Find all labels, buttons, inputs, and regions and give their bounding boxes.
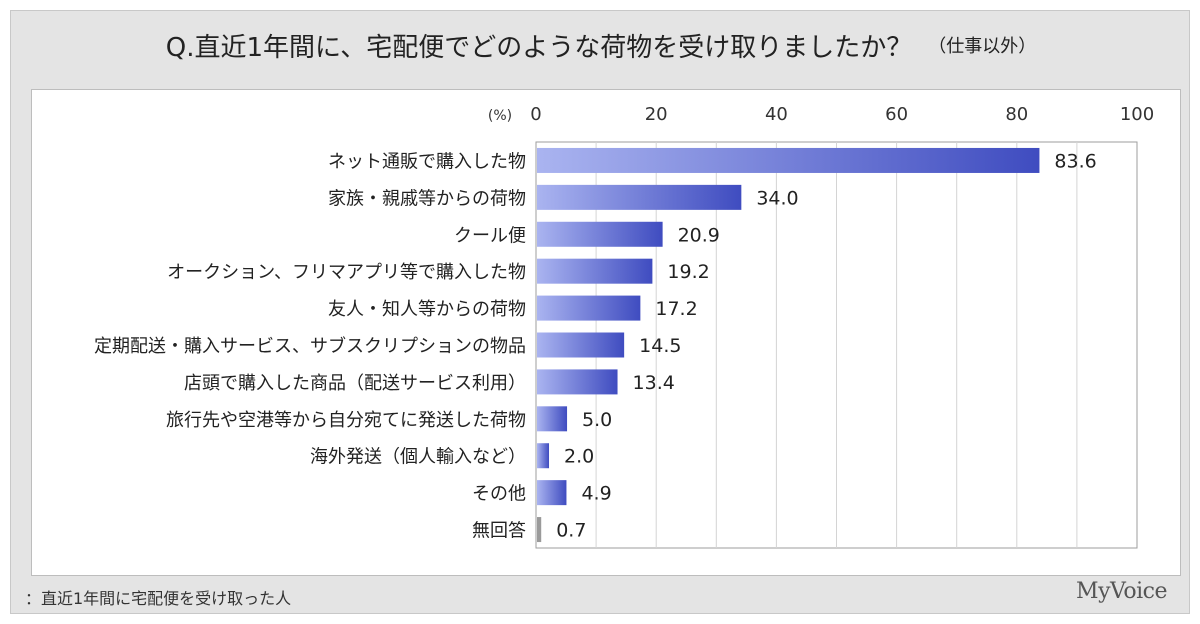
x-tick-label: 0 [530,104,541,125]
value-label: 20.9 [678,224,720,246]
brand-logo: MyVoice [1076,579,1167,604]
category-label: 無回答 [472,521,526,542]
category-label: クール便 [454,225,526,246]
bar [537,443,550,469]
footnote: ：直近1年間に宅配便を受け取った人 [25,589,292,608]
bar-chart: 0 20 40 60 80 100 (%) ネット通販で購入した物 83.6 家族・親戚等からの荷… [94,104,1154,549]
bar [537,221,663,247]
category-label: その他 [472,484,526,505]
value-label: 2.0 [564,446,594,468]
value-label: 4.9 [581,483,611,505]
x-tick-label: 20 [645,104,668,125]
chart-frame: Q.直近1年間に、宅配便でどのような荷物を受け取りましたか？ （仕事以外） 0 2… [10,10,1190,614]
bar [537,295,641,321]
bar [537,184,742,210]
x-tick-label: 40 [765,104,788,125]
x-tick-label: 60 [885,104,908,125]
bar [537,258,653,284]
bar [537,147,1040,173]
bar [537,332,625,358]
chart-title-main: Q.直近1年間に、宅配便でどのような荷物を受け取りましたか？ [165,32,913,63]
category-label: ネット通販で購入した物 [328,151,526,172]
category-label: 旅行先や空港等から自分宛てに発送した荷物 [166,410,526,431]
category-label: 友人・知人等からの荷物 [328,299,526,320]
bar [537,406,568,432]
value-label: 19.2 [667,261,709,283]
value-label: 17.2 [655,298,697,320]
chart-title: Q.直近1年間に、宅配便でどのような荷物を受け取りましたか？ （仕事以外） [11,11,1191,79]
bar [537,517,542,543]
value-label: 14.5 [639,335,681,357]
bar [537,369,618,395]
category-label: 店頭で購入した商品（配送サービス利用） [184,373,526,394]
category-label: 定期配送・購入サービス、サブスクリプションの物品 [94,335,526,357]
x-tick-label: 100 [1120,104,1154,125]
chart-title-sub: （仕事以外） [928,36,1037,57]
value-label: 13.4 [633,372,675,394]
bar [537,480,567,506]
plot-panel: 0 20 40 60 80 100 (%) ネット通販で購入した物 83.6 家族・親戚等からの荷… [31,89,1181,576]
x-tick-label: 80 [1005,104,1028,125]
axis-unit-label: (%) [488,108,512,124]
value-label: 5.0 [582,409,612,431]
value-label: 83.6 [1054,150,1096,172]
value-label: 34.0 [756,187,798,209]
category-label: 海外発送（個人輸入など） [310,447,526,468]
value-label: 0.7 [556,520,586,542]
category-label: オークション、フリマアプリ等で購入した物 [167,262,526,283]
category-label: 家族・親戚等からの荷物 [328,188,526,209]
